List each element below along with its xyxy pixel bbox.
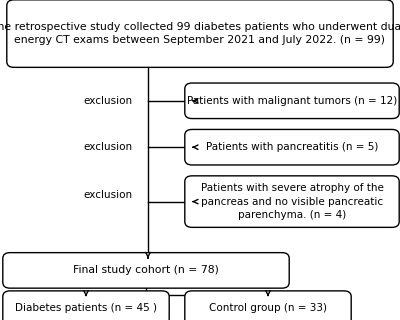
FancyBboxPatch shape	[7, 0, 393, 68]
Text: Patients with severe atrophy of the
pancreas and no visible pancreatic
parenchym: Patients with severe atrophy of the panc…	[200, 183, 384, 220]
FancyBboxPatch shape	[3, 253, 289, 288]
Text: exclusion: exclusion	[83, 142, 132, 152]
Text: Patients with malignant tumors (n = 12): Patients with malignant tumors (n = 12)	[187, 96, 397, 106]
Text: Diabetes patients (n = 45 ): Diabetes patients (n = 45 )	[15, 303, 157, 313]
Text: The retrospective study collected 99 diabetes patients who underwent dual-
energ: The retrospective study collected 99 dia…	[0, 22, 400, 45]
Text: exclusion: exclusion	[83, 190, 132, 200]
FancyBboxPatch shape	[185, 83, 399, 118]
FancyBboxPatch shape	[185, 291, 351, 320]
FancyBboxPatch shape	[3, 291, 169, 320]
Text: Patients with pancreatitis (n = 5): Patients with pancreatitis (n = 5)	[206, 142, 378, 152]
FancyBboxPatch shape	[185, 129, 399, 165]
Text: Final study cohort (n = 78): Final study cohort (n = 78)	[73, 265, 219, 276]
Text: Control group (n = 33): Control group (n = 33)	[209, 303, 327, 313]
Text: exclusion: exclusion	[83, 96, 132, 106]
FancyBboxPatch shape	[185, 176, 399, 227]
